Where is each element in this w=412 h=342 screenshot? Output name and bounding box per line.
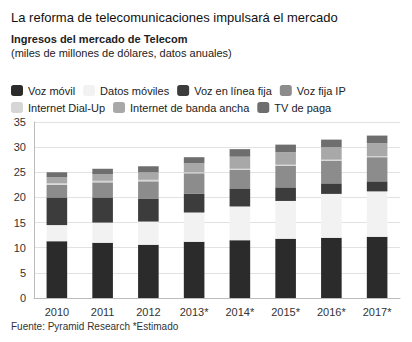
svg-text:Ingresos del mercado de Teleco: Ingresos del mercado de Telecom <box>11 33 188 45</box>
svg-text:La reforma de telecomunicacion: La reforma de telecomunicaciones impulsa… <box>11 10 338 25</box>
svg-text:TV de paga: TV de paga <box>274 102 332 114</box>
svg-text:2014*: 2014* <box>225 306 254 318</box>
svg-text:25: 25 <box>14 166 26 178</box>
svg-text:Voz en línea fija: Voz en línea fija <box>194 85 273 97</box>
svg-text:2017*: 2017* <box>363 306 392 318</box>
svg-text:Fuente: Pyramid Research *Esti: Fuente: Pyramid Research *Estimado <box>11 321 179 332</box>
svg-text:2013*: 2013* <box>180 306 209 318</box>
svg-text:Internet de banda ancha: Internet de banda ancha <box>130 102 250 114</box>
svg-text:Voz fija IP: Voz fija IP <box>297 85 346 97</box>
svg-text:2011: 2011 <box>91 306 115 318</box>
svg-text:Datos móviles: Datos móviles <box>100 85 170 97</box>
svg-text:15: 15 <box>14 217 26 229</box>
svg-text:5: 5 <box>20 267 26 279</box>
svg-text:30: 30 <box>14 141 26 153</box>
svg-text:2010: 2010 <box>45 306 69 318</box>
svg-text:(miles de millones de dólares,: (miles de millones de dólares, datos anu… <box>11 47 232 59</box>
svg-text:Voz móvil: Voz móvil <box>28 85 75 97</box>
svg-text:10: 10 <box>14 242 26 254</box>
svg-text:2016*: 2016* <box>317 306 346 318</box>
svg-text:2012: 2012 <box>136 306 160 318</box>
svg-text:Internet Dial-Up: Internet Dial-Up <box>28 102 105 114</box>
svg-text:35: 35 <box>14 116 26 128</box>
svg-text:20: 20 <box>14 191 26 203</box>
svg-text:0: 0 <box>20 292 26 304</box>
svg-text:2015*: 2015* <box>271 306 300 318</box>
